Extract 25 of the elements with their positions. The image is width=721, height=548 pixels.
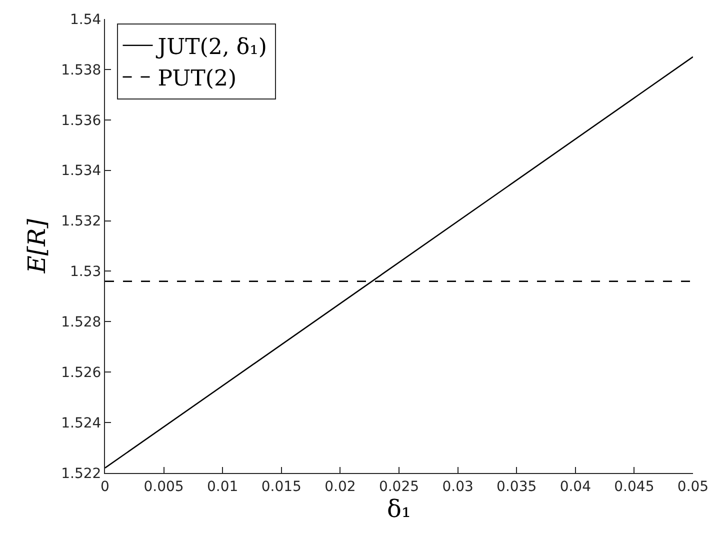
x-tick-label: 0.03 xyxy=(442,478,474,495)
x-tick-label: 0.01 xyxy=(207,478,238,495)
x-tick-label: 0.02 xyxy=(324,478,356,495)
y-tick-label: 1.53 xyxy=(70,264,102,280)
x-tick-label: 0.045 xyxy=(614,478,654,495)
x-tick-label: 0.035 xyxy=(496,478,537,495)
y-axis-title: E[R] xyxy=(23,218,52,274)
legend-label: JUT(2, δ₁) xyxy=(156,34,268,60)
y-tick-label: 1.534 xyxy=(61,163,102,180)
y-tick-label: 1.528 xyxy=(61,314,102,331)
x-tick-label: 0.025 xyxy=(378,478,420,495)
x-tick-label: 0.05 xyxy=(677,478,709,495)
x-tick-label: 0.015 xyxy=(261,478,302,495)
x-tick-label: 0.04 xyxy=(560,478,592,495)
y-tick-label: 1.526 xyxy=(61,365,102,382)
y-tick-label: 1.536 xyxy=(61,112,102,129)
y-tick-label: 1.54 xyxy=(70,12,102,28)
y-tick-label: 1.522 xyxy=(61,466,102,482)
x-tick-label: 0.005 xyxy=(144,478,184,495)
legend-label: PUT(2) xyxy=(158,66,237,92)
y-tick-label: 1.538 xyxy=(61,62,102,78)
y-tick-label: 1.532 xyxy=(61,214,102,230)
x-axis-title: δ₁ xyxy=(386,494,412,523)
y-tick-label: 1.524 xyxy=(61,415,102,432)
x-tick-label: 0 xyxy=(100,478,110,495)
